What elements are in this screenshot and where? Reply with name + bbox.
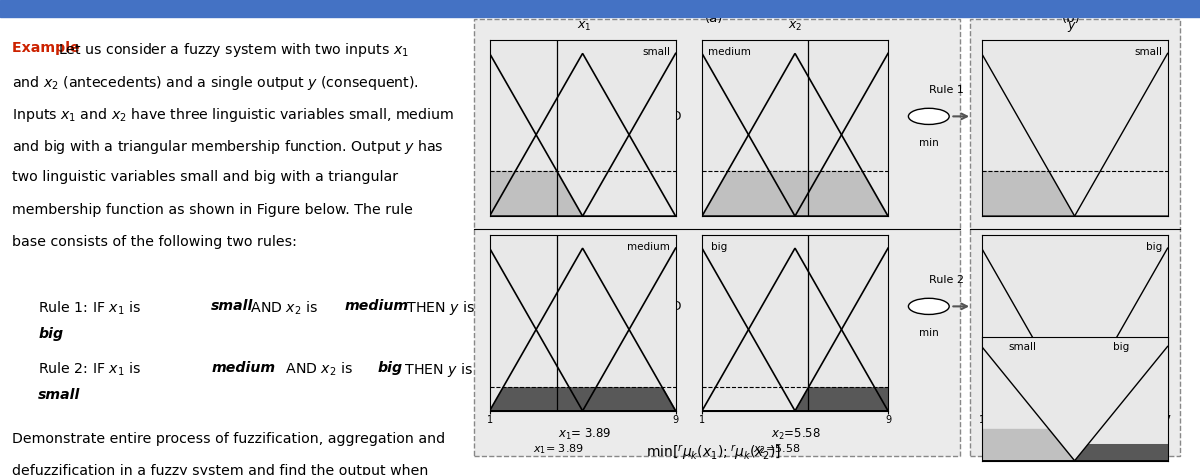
Text: AND $x_2$ is: AND $x_2$ is: [246, 299, 319, 317]
Text: medium: medium: [211, 361, 276, 375]
Bar: [474, 19, 960, 456]
Text: min: min: [919, 327, 938, 338]
Text: (a): (a): [704, 12, 724, 25]
Text: Aggregation of $\mu_{big}(y)$ and $\mu_{small}(y)$: Aggregation of $\mu_{big}(y)$ and $\mu_{…: [982, 443, 1162, 457]
Text: big: big: [712, 242, 727, 252]
Text: small: small: [38, 388, 80, 402]
Text: $x_1$= 3.89: $x_1$= 3.89: [558, 427, 611, 442]
Text: defuzzification in a fuzzy system and find the output when: defuzzification in a fuzzy system and fi…: [12, 464, 428, 475]
Text: medium: medium: [628, 242, 670, 252]
Text: Rule 1: Rule 1: [929, 85, 964, 95]
Text: big: big: [1112, 342, 1129, 352]
Text: two linguistic variables small and big with a triangular: two linguistic variables small and big w…: [12, 171, 398, 184]
Bar: [970, 19, 1180, 456]
Text: (b): (b): [1062, 12, 1081, 25]
Text: small: small: [1008, 342, 1037, 352]
Text: Demonstrate entire process of fuzzification, aggregation and: Demonstrate entire process of fuzzificat…: [12, 432, 445, 446]
Circle shape: [908, 108, 949, 124]
Text: $x_1$= 3.89: $x_1$= 3.89: [533, 443, 584, 456]
Text: AND: AND: [655, 110, 682, 123]
Text: small: small: [642, 48, 670, 57]
Text: Rule 2: IF $x_1$ is: Rule 2: IF $x_1$ is: [38, 361, 142, 378]
Text: and big with a triangular membership function. Output $y$ has: and big with a triangular membership fun…: [12, 138, 444, 156]
Text: small: small: [1134, 48, 1162, 57]
Text: $x_2$=5.58: $x_2$=5.58: [752, 443, 800, 456]
Text: medium: medium: [344, 299, 409, 314]
Text: small: small: [211, 299, 253, 314]
Text: membership function as shown in Figure below. The rule: membership function as shown in Figure b…: [12, 203, 413, 217]
Bar: [0, 0, 1200, 17]
Text: Inputs $x_1$ and $x_2$ have three linguistic variables small, medium: Inputs $x_1$ and $x_2$ have three lingui…: [12, 106, 454, 124]
Text: big: big: [378, 361, 403, 375]
Text: Rule 2: Rule 2: [929, 275, 964, 285]
Text: Example: Example: [12, 41, 84, 56]
Text: and $x_2$ (antecedents) and a single output $y$ (consequent).: and $x_2$ (antecedents) and a single out…: [12, 74, 419, 92]
Text: Rule 1: IF $x_1$ is: Rule 1: IF $x_1$ is: [38, 299, 142, 317]
Text: (c): (c): [1063, 302, 1080, 314]
Text: AND $x_2$ is: AND $x_2$ is: [281, 361, 354, 378]
Text: base consists of the following two rules:: base consists of the following two rules…: [12, 235, 296, 249]
Text: $y$: $y$: [1067, 20, 1076, 34]
Text: $x_1$: $x_1$: [577, 20, 592, 33]
Text: $\mathrm{min}[^r\mu_k(x_1);^r\mu_k(x_2)]$: $\mathrm{min}[^r\mu_k(x_1);^r\mu_k(x_2)]…: [647, 443, 781, 462]
Text: $x_2$: $x_2$: [788, 20, 803, 33]
Text: medium: medium: [708, 48, 750, 57]
Text: big: big: [38, 327, 64, 341]
Text: $x_2$=5.58: $x_2$=5.58: [770, 427, 821, 442]
Text: THEN $y$ is: THEN $y$ is: [400, 361, 473, 379]
Text: Let us consider a fuzzy system with two inputs $x_1$: Let us consider a fuzzy system with two …: [58, 41, 408, 59]
Circle shape: [908, 298, 949, 314]
Text: AND: AND: [655, 300, 682, 313]
Text: big: big: [1146, 242, 1162, 252]
Text: min: min: [919, 137, 938, 148]
Text: THEN $y$ is: THEN $y$ is: [402, 299, 475, 317]
